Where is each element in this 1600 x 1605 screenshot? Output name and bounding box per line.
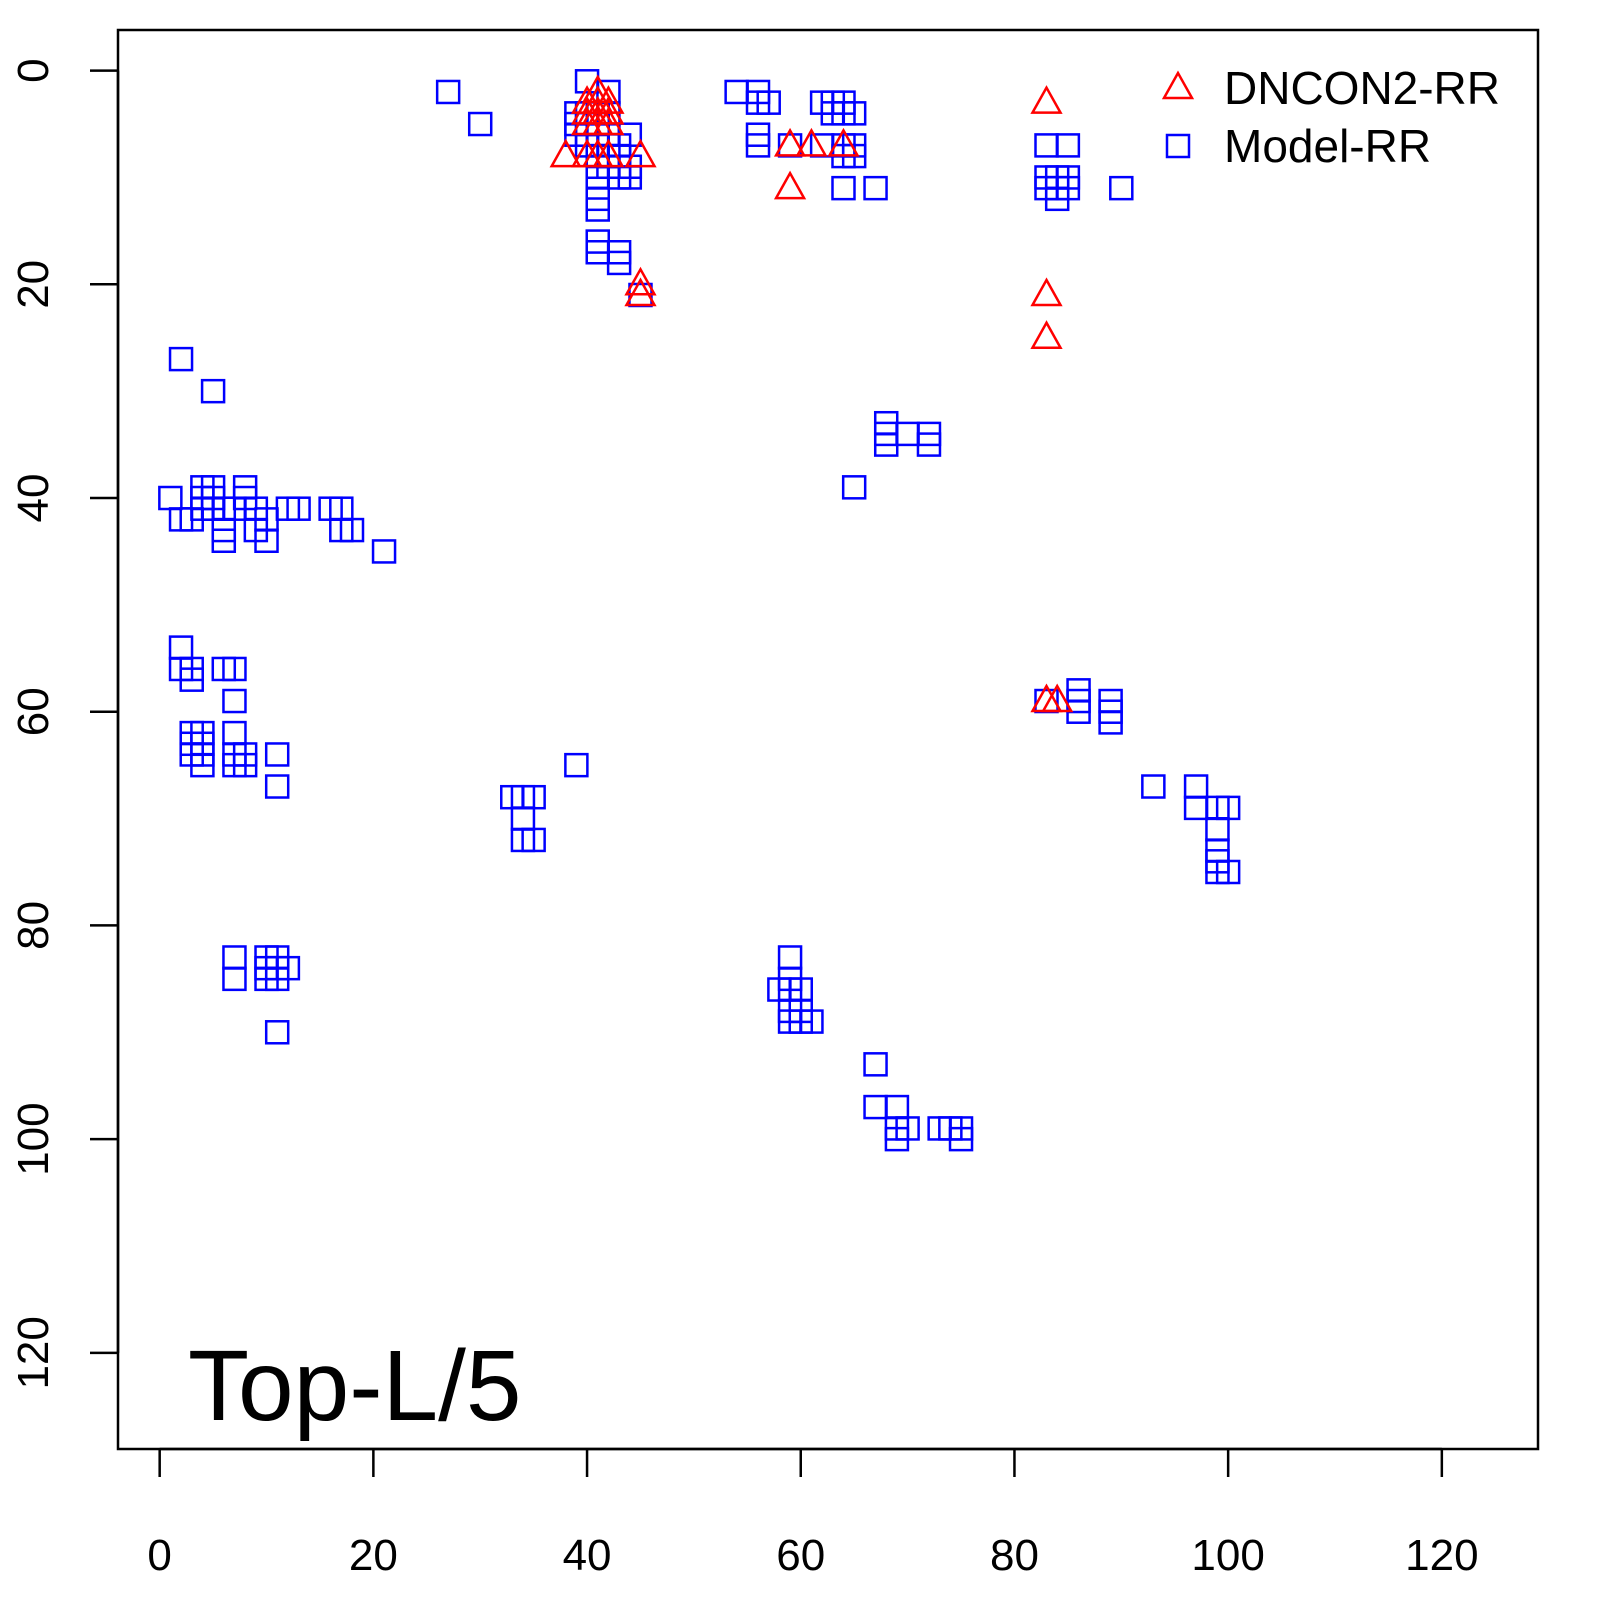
dncon2-rr-point (773, 170, 807, 200)
x-tick-label: 0 (147, 1531, 171, 1580)
model-rr-point (211, 528, 237, 554)
dncon2-rr-point (592, 138, 625, 168)
model-rr-point (841, 475, 867, 500)
model-rr-point (606, 250, 632, 276)
model-rr-point (510, 806, 536, 831)
x-tick-label: 120 (1405, 1531, 1478, 1580)
dncon2-rr-point (1030, 277, 1063, 307)
legend-label: Model-RR (1224, 120, 1431, 172)
model-rr-point (863, 175, 888, 201)
model-rr-point (264, 1020, 290, 1045)
model-rr-point (1034, 133, 1059, 158)
legend-marker-triangle (1161, 70, 1195, 100)
plot-annotation: Top-L/5 (188, 1330, 522, 1442)
x-axis: 0 20 40 60 80 100 120 (147, 1447, 1479, 1580)
model-rr-point (564, 752, 589, 778)
model-rr-point (1055, 133, 1081, 158)
model-rr-point (200, 485, 226, 511)
dncon2-rr-point (592, 106, 625, 136)
model-rr-point (222, 966, 247, 992)
dncon2-rr-point (624, 277, 657, 307)
model-rr-point (777, 945, 803, 970)
y-axis: 0 20 40 60 80 100 120 (9, 58, 120, 1390)
model-rr-point (1044, 186, 1070, 212)
model-rr-point (895, 421, 920, 447)
dncon2-rr-point (827, 127, 860, 157)
x-tick-label: 100 (1191, 1531, 1264, 1580)
data-points (158, 69, 1241, 1152)
model-rr-point (222, 945, 247, 970)
dncon2-rr-point (624, 138, 657, 168)
dncon2-rr-point (549, 138, 582, 168)
legend-marker-square (1165, 133, 1191, 159)
model-rr-point (264, 774, 290, 799)
dncon2-rr-point (624, 266, 657, 296)
model-rr-point (222, 720, 247, 746)
model-rr-point (948, 1126, 974, 1152)
dncon2-rr-point (592, 95, 625, 125)
dncon2-rr-point (773, 127, 807, 157)
model-rr-point (585, 197, 610, 222)
model-rr-point (895, 1116, 920, 1141)
model-rr-point (264, 966, 290, 992)
dncon2-rr-point (1030, 85, 1063, 114)
model-rr-point (1215, 859, 1241, 885)
y-tick-label: 120 (9, 1316, 58, 1389)
dncon2-rr-point (1041, 683, 1074, 713)
y-tick-label: 0 (9, 58, 58, 82)
model-rr-point (168, 346, 194, 372)
model-rr-point (222, 656, 247, 682)
y-tick-label: 100 (9, 1102, 58, 1175)
y-tick-label: 40 (9, 474, 58, 523)
model-rr-point (435, 79, 461, 105)
model-rr-point (1109, 175, 1134, 201)
dncon2-rr-point (1030, 320, 1063, 349)
model-rr-point (841, 101, 867, 126)
dncon2-rr-point (592, 85, 625, 114)
model-rr-point (286, 496, 311, 521)
model-rr-point (1183, 774, 1209, 799)
model-rr-point (467, 111, 493, 137)
model-rr-point (863, 1094, 888, 1120)
y-tick-label: 60 (9, 687, 58, 736)
model-rr-point (264, 742, 290, 767)
model-rr-point (1183, 795, 1209, 821)
model-rr-point (916, 432, 942, 457)
model-rr-point (863, 1052, 888, 1077)
model-rr-point (168, 635, 194, 660)
x-tick-label: 20 (349, 1531, 398, 1580)
model-rr-point (200, 378, 226, 404)
model-rr-point (1098, 710, 1123, 735)
model-rr-point (222, 688, 247, 714)
plot-frame (116, 28, 1540, 1451)
model-rr-point (1141, 774, 1166, 799)
model-rr-point (339, 517, 365, 543)
model-rr-point (831, 175, 856, 201)
model-rr-point (190, 752, 215, 778)
model-rr-point (724, 79, 749, 105)
model-rr-point (158, 485, 183, 511)
model-rr-point (745, 133, 771, 158)
legend: DNCON2-RR Model-RR (1161, 62, 1500, 172)
model-rr-point (232, 752, 258, 778)
x-tick-label: 80 (990, 1531, 1039, 1580)
model-rr-point (884, 1094, 910, 1120)
model-rr-point (371, 539, 397, 564)
model-rr-point (756, 90, 781, 115)
dncon2-rr-point (581, 74, 614, 104)
y-tick-label: 20 (9, 260, 58, 309)
model-rr-point (179, 667, 204, 692)
model-rr-point (254, 528, 279, 554)
y-tick-label: 80 (9, 901, 58, 950)
dncon2-rr-point (795, 127, 828, 157)
x-tick-label: 40 (563, 1531, 612, 1580)
x-tick-label: 60 (776, 1531, 825, 1580)
model-rr-point (521, 827, 546, 853)
legend-label: DNCON2-RR (1224, 62, 1500, 114)
model-rr-point (777, 1009, 803, 1034)
model-rr-point (1205, 817, 1230, 842)
